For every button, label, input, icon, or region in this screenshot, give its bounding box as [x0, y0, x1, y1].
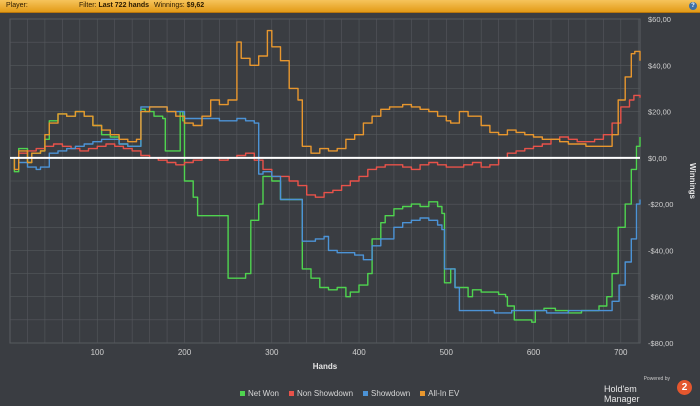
y-tick-label: $40,00 [648, 61, 671, 70]
y-axis-label: Winnings [688, 163, 697, 199]
winnings-value: $9,62 [187, 2, 205, 9]
legend-label: Showdown [371, 389, 410, 398]
legend-label: All-In EV [428, 389, 459, 398]
y-tick-label: -$60,00 [648, 293, 673, 302]
filter-label: Filter: [79, 2, 97, 9]
filter-summary: Filter: Last 722 hands Winnings: $9,62 [79, 0, 204, 12]
x-tick-label: 400 [352, 348, 366, 357]
help-icon[interactable]: ? [689, 2, 697, 10]
y-tick-label: -$20,00 [648, 200, 673, 209]
legend-label: Net Won [248, 389, 279, 398]
x-tick-label: 100 [91, 348, 105, 357]
y-tick-label: $60,00 [648, 15, 671, 24]
brand-logo: Powered by Hold'em Manager 2 [604, 376, 694, 398]
line-chart: 100 200 300 400 500 600 700 -$80,00 -$60,00 -$40,… [0, 13, 700, 401]
legend-item[interactable]: Non Showdown [289, 389, 353, 398]
legend-swatch [420, 391, 425, 396]
powered-by-text: Powered by [644, 376, 670, 382]
legend-label: Non Showdown [297, 389, 353, 398]
y-tick-label: -$40,00 [648, 246, 673, 255]
x-tick-label: 700 [614, 348, 628, 357]
legend-swatch [240, 391, 245, 396]
legend-swatch [289, 391, 294, 396]
x-tick-label: 600 [527, 348, 541, 357]
filter-bar: Player: Filter: Last 722 hands Winnings:… [0, 0, 700, 13]
brand-version-badge: 2 [677, 380, 692, 395]
legend-item[interactable]: Net Won [240, 389, 279, 398]
x-tick-label: 200 [178, 348, 192, 357]
winnings-graph: 100 200 300 400 500 600 700 -$80,00 -$60,00 -$40,… [0, 13, 700, 401]
x-tick-label: 500 [440, 348, 454, 357]
player-label: Player: [6, 0, 28, 12]
legend-item[interactable]: All-In EV [420, 389, 459, 398]
filter-value: Last 722 hands [98, 2, 149, 9]
x-axis-label: Hands [313, 362, 338, 371]
y-tick-label: -$80,00 [648, 339, 673, 348]
legend: Net Won Non Showdown Showdown All-In EV [240, 387, 459, 399]
legend-item[interactable]: Showdown [363, 389, 410, 398]
winnings-label: Winnings: [154, 2, 185, 9]
y-tick-label: $20,00 [648, 108, 671, 117]
x-tick-label: 300 [265, 348, 279, 357]
brand-name: Hold'em Manager [604, 384, 672, 404]
y-tick-label: $0,00 [648, 154, 667, 163]
legend-swatch [363, 391, 368, 396]
